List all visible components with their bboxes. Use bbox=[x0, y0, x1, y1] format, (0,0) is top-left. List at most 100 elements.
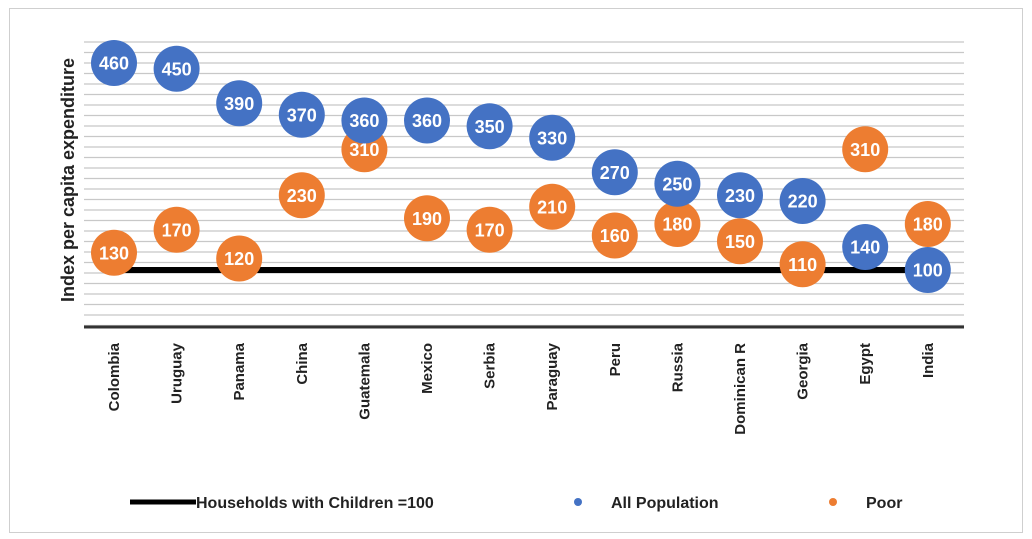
all-population-data-label: 450 bbox=[162, 59, 192, 79]
poor-bubble bbox=[466, 206, 513, 253]
poor-bubble bbox=[529, 183, 576, 230]
all-population-bubble bbox=[779, 178, 826, 224]
x-tick-label: Paraguay bbox=[544, 342, 561, 410]
poor-bubble bbox=[591, 212, 638, 259]
all-population-data-label: 330 bbox=[537, 128, 567, 148]
all-population-bubble bbox=[278, 91, 325, 138]
all-population-point: 100 bbox=[904, 247, 951, 293]
poor-point: 310 bbox=[842, 126, 889, 173]
poor-bubble bbox=[216, 235, 263, 282]
poor-point: 210 bbox=[529, 183, 576, 230]
poor-data-label: 180 bbox=[662, 215, 692, 235]
all-population-bubble bbox=[91, 40, 137, 86]
all-population-data-label: 220 bbox=[788, 192, 818, 212]
poor-point: 180 bbox=[904, 201, 951, 247]
all-population-point: 460 bbox=[91, 40, 137, 86]
all-population-bubble bbox=[341, 97, 388, 144]
poor-point: 170 bbox=[153, 206, 200, 253]
x-tick-label: Serbia bbox=[482, 342, 499, 389]
all-population-bubble bbox=[904, 247, 951, 293]
poor-data-label: 120 bbox=[224, 249, 254, 269]
legend-poor-swatch bbox=[829, 498, 837, 506]
gridlines bbox=[84, 41, 964, 327]
all-population-point: 220 bbox=[779, 178, 826, 224]
all-population-bubble bbox=[591, 149, 638, 196]
legend: Households with Children =100 All Popula… bbox=[130, 495, 902, 512]
poor-point: 180 bbox=[654, 201, 701, 247]
x-tick-label: Russia bbox=[669, 342, 686, 392]
poor-point: 120 bbox=[216, 235, 263, 282]
x-tick-label: Guatemala bbox=[356, 342, 373, 419]
all-population-data-label: 360 bbox=[412, 111, 442, 131]
all-population-data-label: 100 bbox=[913, 261, 943, 281]
poor-point: 150 bbox=[717, 218, 763, 265]
x-tick-label: Colombia bbox=[106, 342, 123, 411]
legend-all-population-label: All Population bbox=[611, 495, 719, 512]
legend-reference-label: Households with Children =100 bbox=[196, 495, 434, 512]
all-population-point: 270 bbox=[591, 149, 638, 196]
x-tick-label: India bbox=[920, 342, 937, 378]
poor-bubble bbox=[717, 218, 763, 265]
poor-point: 170 bbox=[466, 206, 513, 253]
all-population-point: 230 bbox=[717, 172, 763, 219]
all-population-bubble bbox=[654, 160, 701, 207]
x-tick-label: Mexico bbox=[419, 343, 436, 394]
all-population-data-label: 230 bbox=[725, 186, 755, 206]
poor-data-label: 310 bbox=[850, 140, 880, 160]
x-tick-label: Egypt bbox=[857, 343, 874, 385]
all-population-data-label: 370 bbox=[287, 105, 317, 125]
x-tick-label: Panama bbox=[231, 342, 248, 400]
legend-all-population-swatch bbox=[574, 498, 582, 506]
all-population-data-label: 350 bbox=[475, 117, 505, 137]
poor-point: 230 bbox=[278, 172, 325, 219]
x-tick-label: Uruguay bbox=[169, 342, 186, 404]
bubbles: 130 170 120 230 310 190 170 210 160 180 150 1103101… bbox=[91, 40, 951, 293]
poor-bubble bbox=[779, 241, 826, 288]
poor-data-label: 230 bbox=[287, 186, 317, 206]
poor-bubble bbox=[404, 195, 450, 242]
all-population-point: 360 bbox=[404, 97, 450, 144]
all-population-data-label: 360 bbox=[349, 111, 379, 131]
all-population-bubble bbox=[466, 103, 513, 150]
legend-poor-label: Poor bbox=[866, 495, 902, 512]
all-population-bubble bbox=[216, 80, 263, 127]
poor-data-label: 310 bbox=[349, 140, 379, 160]
poor-data-label: 210 bbox=[537, 197, 567, 217]
all-population-bubble bbox=[717, 172, 763, 219]
poor-bubble bbox=[91, 229, 137, 276]
all-population-point: 330 bbox=[529, 114, 576, 161]
poor-point: 110 bbox=[779, 241, 826, 288]
all-population-data-label: 270 bbox=[600, 163, 630, 183]
poor-data-label: 180 bbox=[913, 215, 943, 235]
all-population-point: 450 bbox=[153, 45, 200, 92]
poor-bubble bbox=[654, 201, 701, 247]
all-population-data-label: 460 bbox=[99, 54, 129, 74]
all-population-data-label: 140 bbox=[850, 238, 880, 258]
all-population-bubble bbox=[404, 97, 450, 144]
poor-data-label: 170 bbox=[475, 220, 505, 240]
poor-data-label: 130 bbox=[99, 243, 129, 263]
x-tick-label: Dominican R bbox=[732, 343, 749, 435]
y-axis-label: Index per capita expenditure bbox=[58, 58, 78, 302]
all-population-bubble bbox=[529, 114, 576, 161]
x-tick-label: China bbox=[294, 342, 311, 384]
x-tick-labels: Colombia Uruguay Panama China Guatemala Mexic… bbox=[106, 342, 937, 434]
all-population-data-label: 390 bbox=[224, 94, 254, 114]
all-population-data-label: 250 bbox=[662, 174, 692, 194]
poor-bubble bbox=[842, 126, 889, 173]
all-population-point: 370 bbox=[278, 91, 325, 138]
all-population-point: 360 bbox=[341, 97, 388, 144]
poor-data-label: 110 bbox=[788, 255, 817, 275]
x-tick-label: Peru bbox=[607, 343, 624, 376]
poor-bubble bbox=[153, 206, 200, 253]
all-population-bubble bbox=[842, 224, 889, 270]
poor-data-label: 160 bbox=[600, 226, 630, 246]
poor-point: 130 bbox=[91, 229, 137, 276]
poor-bubble bbox=[904, 201, 951, 247]
all-population-point: 390 bbox=[216, 80, 263, 127]
poor-point: 160 bbox=[591, 212, 638, 259]
poor-data-label: 150 bbox=[725, 232, 755, 252]
poor-data-label: 170 bbox=[162, 220, 192, 240]
x-tick-label: Georgia bbox=[795, 342, 812, 399]
